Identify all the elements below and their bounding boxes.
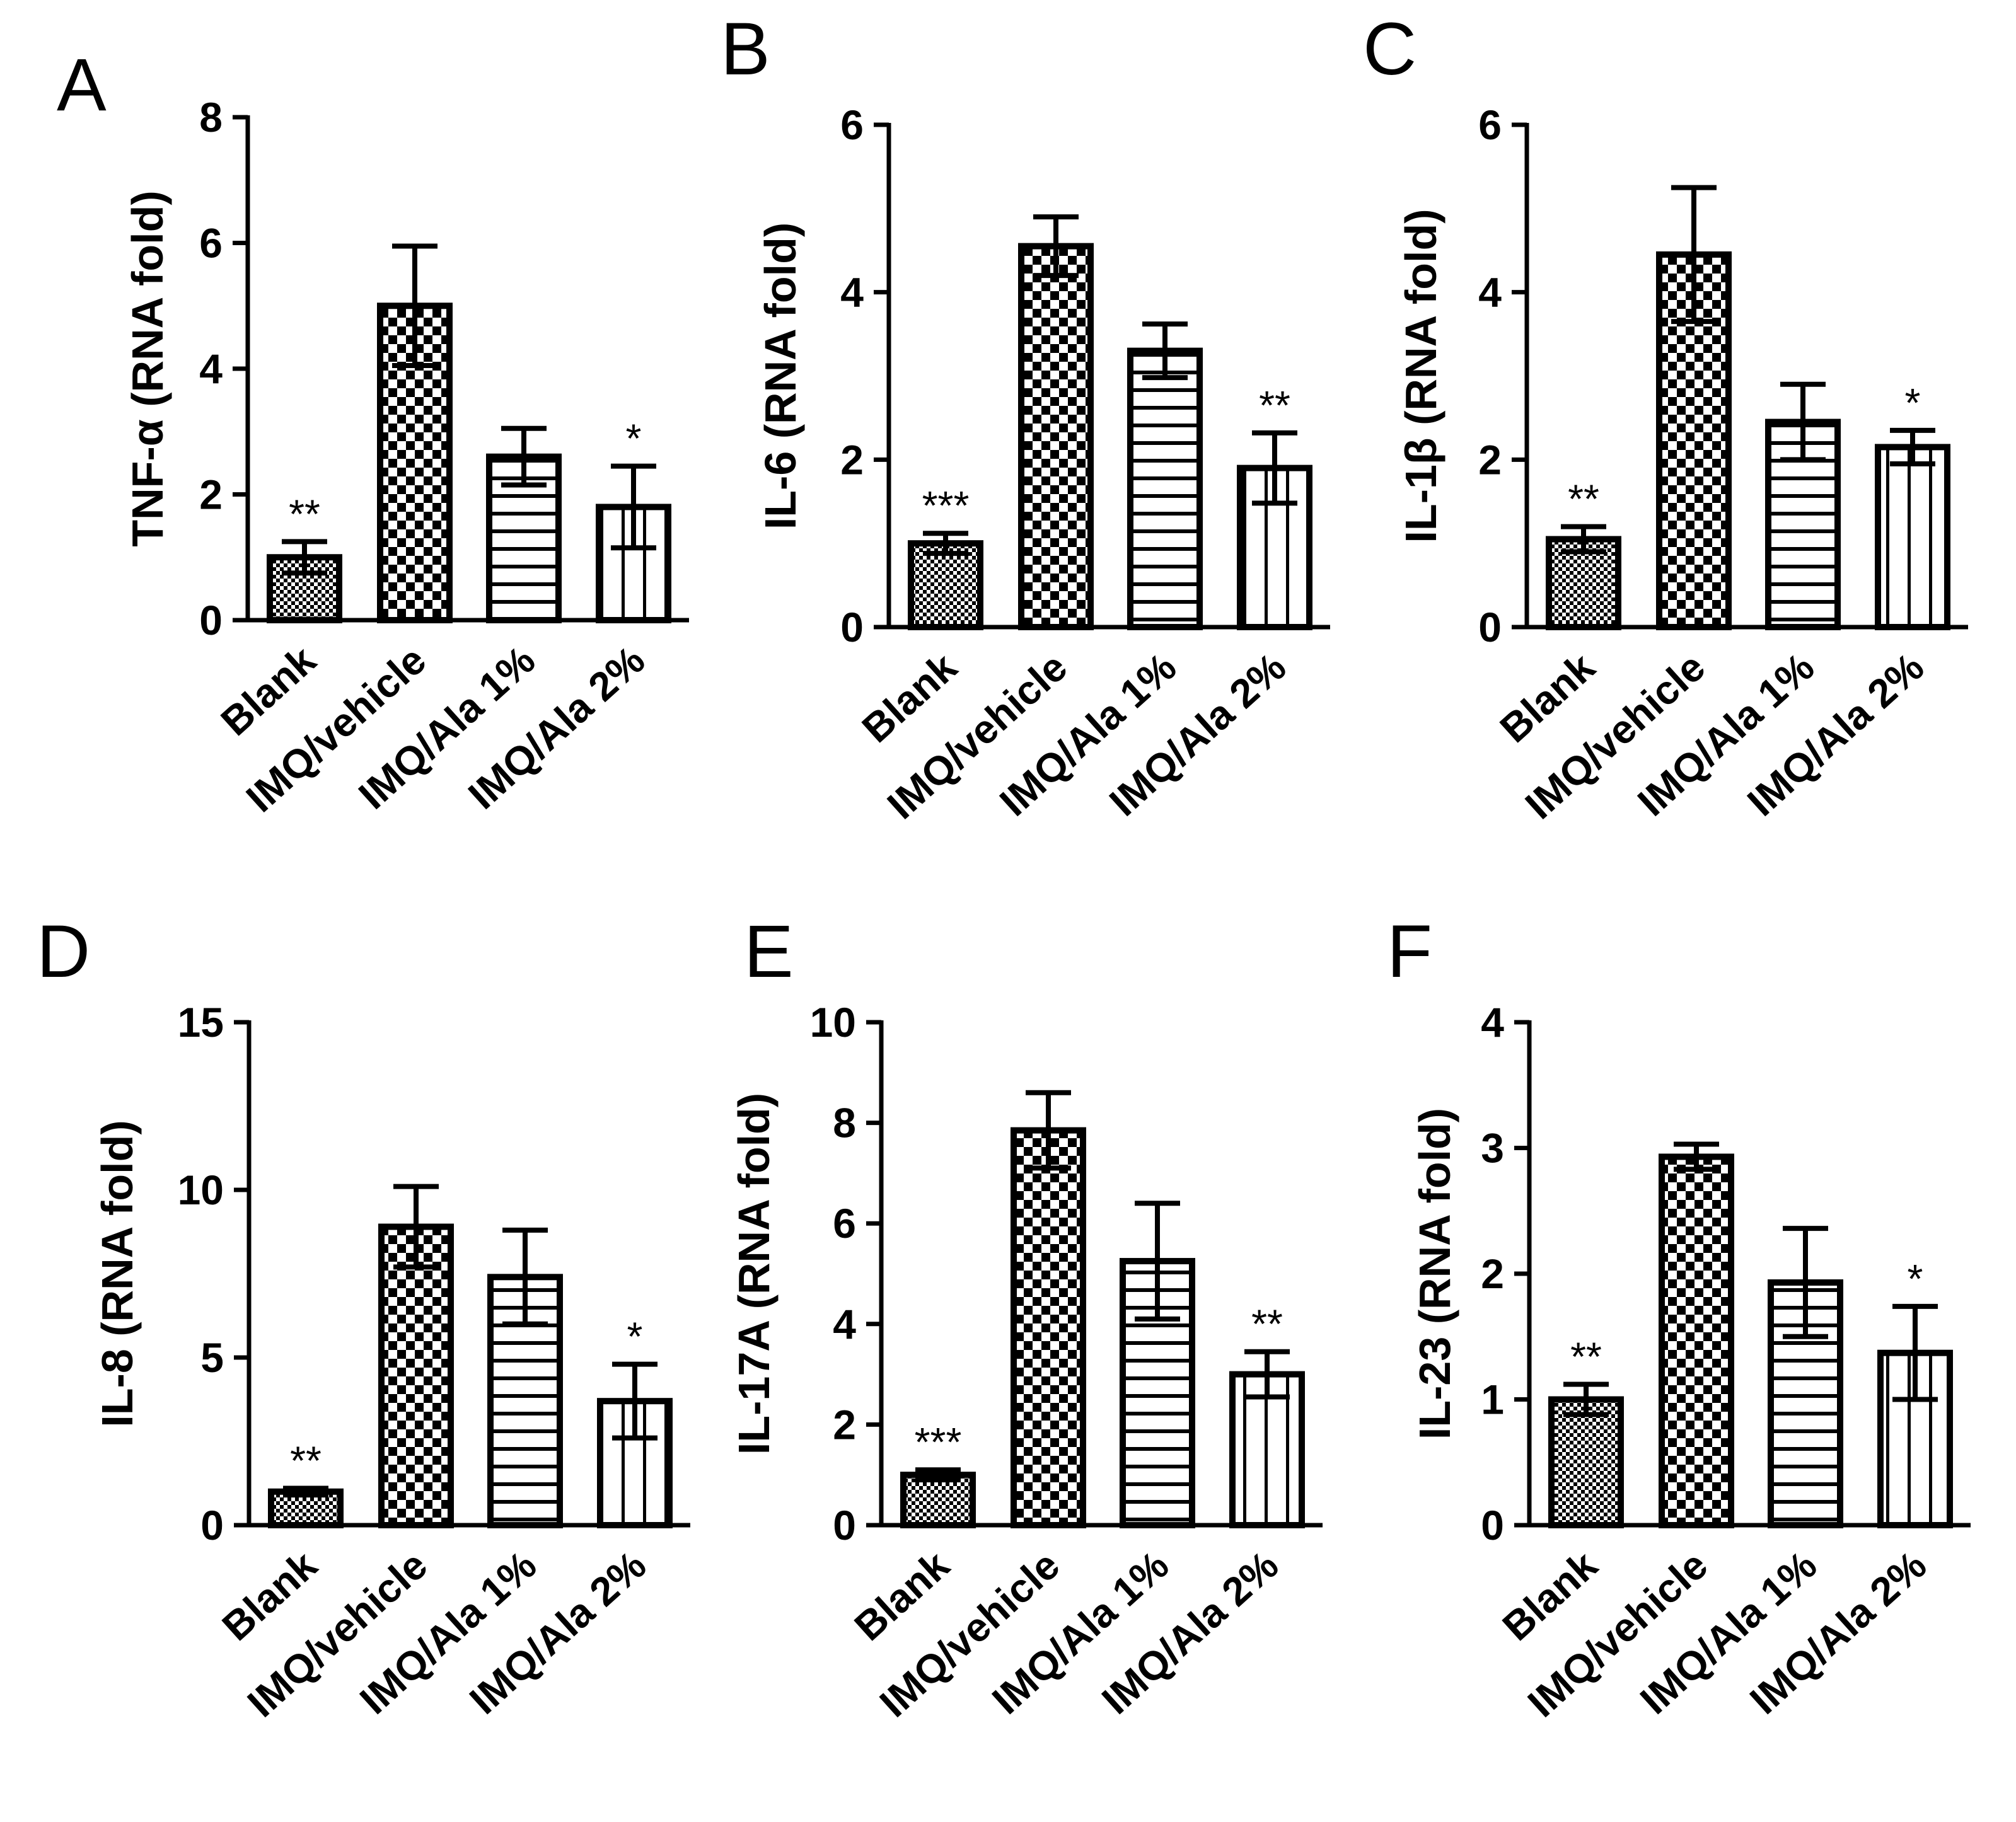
y-tick-label: 4 (840, 269, 864, 316)
y-tick-label: 8 (833, 1100, 856, 1146)
y-axis-label: TNF-α (RNA fold) (123, 190, 172, 546)
y-tick-label: 2 (833, 1401, 856, 1448)
bar-imq-ala-1 (1127, 347, 1203, 631)
panel-letter: F (1387, 910, 1432, 993)
y-tick-label: 15 (178, 999, 224, 1046)
y-axis-label: IL-1β (RNA fold) (1396, 209, 1445, 543)
y-tick-label: 6 (199, 220, 223, 267)
panel-letter: C (1363, 8, 1416, 91)
significance-marker: ** (1259, 383, 1290, 428)
error-bar (392, 243, 437, 369)
significance-marker: ** (290, 1438, 322, 1483)
y-tick-label: 0 (200, 1502, 224, 1548)
panel-letter: D (37, 910, 90, 993)
panel-c: CIL-1β (RNA fold)0246**BlankIMQ/vehicleI… (1363, 8, 1968, 827)
significance-marker: ** (1568, 476, 1599, 522)
y-tick-label: 2 (199, 471, 223, 518)
error-bar (1252, 430, 1297, 506)
error-bar (1890, 427, 1935, 466)
panel-e: EIL-17A (RNA fold)0246810***BlankIMQ/veh… (729, 910, 1323, 1726)
y-tick-label: 6 (833, 1200, 856, 1247)
error-bar (1135, 1201, 1180, 1322)
error-bar (1033, 214, 1079, 279)
panel-letter: B (721, 8, 770, 91)
panel-letter: A (57, 43, 107, 127)
error-bar (923, 531, 968, 556)
y-tick-label: 8 (199, 94, 223, 141)
error-bar (612, 1361, 658, 1441)
bar-imq-vehicle (378, 1223, 454, 1529)
error-bar (1674, 1141, 1719, 1172)
y-tick-label: 2 (1478, 436, 1502, 483)
y-tick-label: 6 (1478, 101, 1502, 148)
significance-marker: * (1908, 1256, 1923, 1301)
error-bar (1563, 1381, 1609, 1417)
error-bar (283, 1485, 328, 1498)
error-bar (1780, 381, 1826, 463)
bar-imq-vehicle (1018, 243, 1094, 630)
error-bar (1783, 1226, 1828, 1339)
panel-letter: E (744, 910, 794, 993)
error-bar (1671, 185, 1717, 325)
bar-imq-vehicle (1011, 1127, 1086, 1528)
error-bar (282, 539, 327, 576)
y-tick-label: 0 (199, 597, 223, 643)
significance-marker: *** (915, 1419, 962, 1465)
error-bar (611, 463, 656, 551)
y-tick-label: 2 (840, 436, 864, 483)
y-tick-label: 3 (1481, 1125, 1504, 1172)
bar-imq-ala-2 (1875, 444, 1950, 630)
y-tick-label: 0 (1481, 1502, 1504, 1548)
y-tick-label: 4 (1481, 999, 1504, 1046)
bar-imq-vehicle (1659, 1153, 1734, 1528)
significance-marker: ** (289, 491, 320, 536)
significance-marker: * (626, 416, 642, 461)
y-tick-label: 6 (840, 101, 864, 148)
y-tick-label: 5 (200, 1334, 224, 1381)
significance-marker: ** (1570, 1334, 1602, 1380)
y-tick-label: 0 (833, 1502, 856, 1548)
y-tick-label: 1 (1481, 1376, 1504, 1423)
panel-d: DIL-8 (RNA fold)051015**BlankIMQ/vehicle… (37, 910, 690, 1726)
significance-marker: *** (922, 483, 970, 528)
significance-marker: * (1905, 380, 1921, 425)
significance-marker: ** (1251, 1301, 1283, 1347)
y-tick-label: 4 (199, 345, 223, 392)
y-tick-label: 4 (1478, 269, 1502, 316)
bar-blank (1548, 1396, 1624, 1528)
error-bar (1892, 1303, 1938, 1402)
y-axis-label: IL-6 (RNA fold) (756, 222, 805, 529)
error-bar (915, 1467, 961, 1483)
error-bar (1244, 1349, 1290, 1400)
y-tick-label: 10 (178, 1167, 224, 1213)
significance-marker: * (627, 1314, 643, 1359)
y-tick-label: 10 (810, 999, 856, 1046)
y-axis-label: IL-17A (RNA fold) (729, 1093, 779, 1455)
y-tick-label: 0 (1478, 604, 1502, 650)
y-tick-label: 2 (1481, 1250, 1504, 1297)
error-bar (393, 1184, 439, 1270)
error-bar (501, 425, 547, 488)
y-axis-label: IL-23 (RNA fold) (1410, 1108, 1459, 1439)
error-bar (1142, 321, 1188, 381)
error-bar (1561, 524, 1606, 555)
error-bar (1026, 1090, 1071, 1171)
y-axis-label: IL-8 (RNA fold) (93, 1120, 142, 1427)
y-tick-label: 0 (840, 604, 864, 650)
panel-f: FIL-23 (RNA fold)01234**BlankIMQ/vehicle… (1387, 910, 1971, 1726)
y-tick-label: 4 (833, 1301, 856, 1347)
error-bar (502, 1227, 548, 1327)
panel-b: BIL-6 (RNA fold)0246***BlankIMQ/vehicleI… (721, 8, 1330, 827)
